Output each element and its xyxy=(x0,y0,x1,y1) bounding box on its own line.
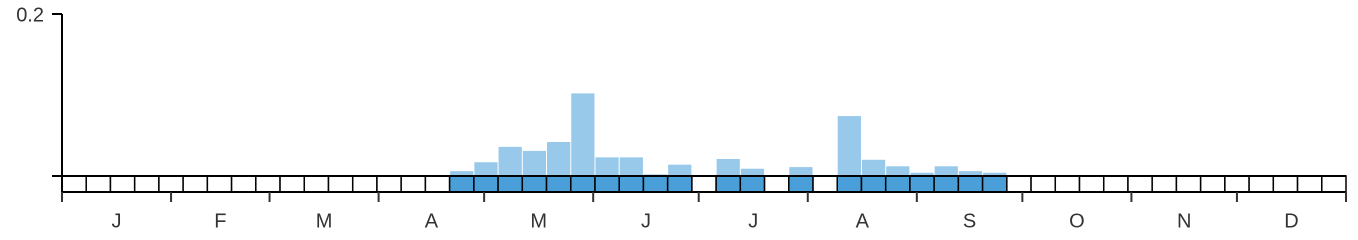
presence-cell xyxy=(303,175,330,193)
presence-cell xyxy=(158,175,184,193)
frequency-bar xyxy=(595,157,619,176)
presence-cell xyxy=(618,175,645,193)
presence-cell xyxy=(327,175,354,193)
presence-cell xyxy=(1006,175,1032,193)
presence-cell xyxy=(836,175,863,193)
presence-cell xyxy=(448,175,475,193)
month-label: O xyxy=(1069,210,1085,232)
presence-cell xyxy=(1296,175,1323,193)
presence-cell xyxy=(255,175,281,193)
presence-cell xyxy=(351,175,378,193)
month-label: M xyxy=(530,210,547,232)
presence-cell xyxy=(763,175,790,193)
frequency-bar xyxy=(740,168,765,176)
month-label: M xyxy=(316,210,333,232)
presence-cell xyxy=(1272,175,1299,193)
presence-cell xyxy=(1175,175,1202,193)
month-label: S xyxy=(963,210,976,232)
month-label: D xyxy=(1284,210,1298,232)
presence-cell xyxy=(497,175,524,193)
frequency-bar xyxy=(522,150,547,176)
month-label: A xyxy=(856,210,870,232)
presence-cell xyxy=(691,175,717,193)
presence-cell xyxy=(400,175,427,193)
presence-cell xyxy=(133,175,160,193)
presence-cell xyxy=(85,175,112,193)
presence-cell xyxy=(860,175,887,193)
frequency-bar xyxy=(983,172,1007,176)
presence-cell xyxy=(545,175,572,193)
presence-cell xyxy=(909,175,935,193)
presence-cell xyxy=(376,175,402,193)
frequency-bar xyxy=(450,171,474,176)
y-tick-label: 0.2 xyxy=(16,4,44,26)
presence-cell xyxy=(884,175,911,193)
month-label: A xyxy=(425,210,439,232)
presence-cell xyxy=(521,175,548,193)
presence-cell xyxy=(1224,175,1250,193)
frequency-bar xyxy=(716,158,740,176)
presence-cell xyxy=(715,175,742,193)
presence-cell xyxy=(206,175,233,193)
frequency-bar xyxy=(861,159,886,176)
presence-cell xyxy=(739,175,766,193)
presence-cell xyxy=(1030,175,1057,193)
presence-cell xyxy=(279,175,306,193)
frequency-bar xyxy=(934,166,958,176)
presence-cell xyxy=(230,175,257,193)
month-label: N xyxy=(1177,210,1191,232)
presence-cell xyxy=(109,175,136,193)
frequency-bar xyxy=(474,162,498,176)
month-label: J xyxy=(748,210,758,232)
frequency-bar xyxy=(547,141,571,176)
month-label: J xyxy=(641,210,651,232)
frequency-bar xyxy=(910,172,934,176)
frequency-bar xyxy=(619,157,643,176)
presence-cell xyxy=(1321,175,1347,193)
presence-cell xyxy=(981,175,1008,193)
presence-cell xyxy=(424,175,451,193)
frequency-bar xyxy=(837,116,861,176)
presence-cell xyxy=(642,175,669,193)
presence-cell xyxy=(473,175,499,193)
presence-cell xyxy=(1248,175,1275,193)
month-label: F xyxy=(214,210,226,232)
frequency-bar xyxy=(668,164,692,176)
presence-cell xyxy=(1102,175,1129,193)
presence-cell xyxy=(788,175,814,193)
presence-cell xyxy=(812,175,838,193)
presence-cell xyxy=(1054,175,1081,193)
presence-cell xyxy=(1078,175,1105,193)
frequency-bar xyxy=(789,167,813,176)
frequency-bar xyxy=(886,166,910,176)
frequency-bar xyxy=(498,146,522,176)
frequency-bar xyxy=(958,171,983,176)
presence-cell xyxy=(1199,175,1226,193)
presence-cell xyxy=(594,175,620,193)
presence-cell xyxy=(933,175,960,193)
presence-cell xyxy=(666,175,693,193)
presence-cell xyxy=(570,175,596,193)
presence-cell xyxy=(1151,175,1178,193)
presence-cell xyxy=(957,175,984,193)
presence-cell xyxy=(61,175,87,193)
month-label: J xyxy=(112,210,122,232)
presence-cell xyxy=(182,175,209,193)
presence-cell xyxy=(1127,175,1153,193)
frequency-bar xyxy=(571,93,595,176)
